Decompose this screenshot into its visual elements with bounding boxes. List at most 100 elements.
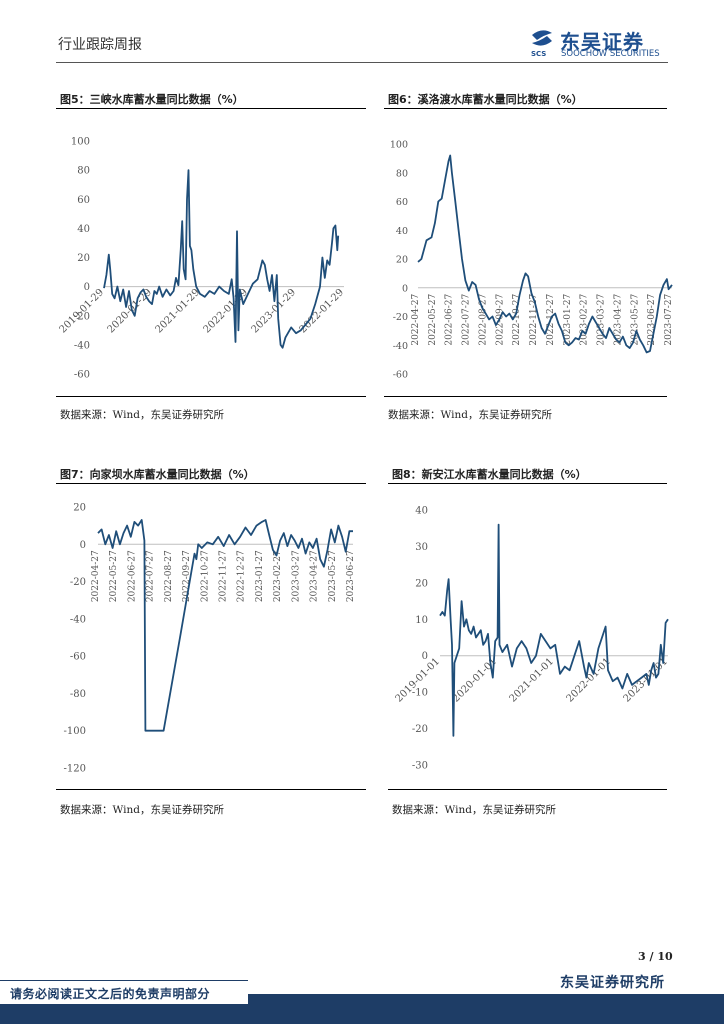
y-tick-label: 20 xyxy=(77,253,90,264)
y-tick-label: 40 xyxy=(396,226,408,237)
x-tick-label: 2022-07-27 xyxy=(146,550,156,602)
y-tick-label: 20 xyxy=(415,578,428,589)
y-tick-label: 0 xyxy=(80,540,86,551)
figure-source: 数据来源：Wind，东吴证券研究所 xyxy=(388,409,552,421)
y-tick-label: 60 xyxy=(396,197,408,208)
figure-title: 图7：向家坝水库蓄水量同比数据（%） xyxy=(60,468,255,481)
y-tick-label: -60 xyxy=(74,370,90,381)
header-divider xyxy=(56,62,668,63)
y-tick-label: -20 xyxy=(393,312,408,323)
y-tick-label: 0 xyxy=(422,651,428,662)
y-tick-label: 80 xyxy=(77,166,90,177)
y-tick-label: -20 xyxy=(74,311,90,322)
y-tick-label: 60 xyxy=(77,195,90,206)
x-tick-label: 2022-10-27 xyxy=(512,293,522,345)
logo-chinese-name: 东吴证券 xyxy=(560,30,644,54)
x-tick-label: 2022-05-27 xyxy=(109,550,119,602)
x-tick-label: 2023-05-27 xyxy=(630,293,640,345)
x-tick-label: 2023-06-27 xyxy=(647,293,657,345)
x-tick-label: 2022-11-27 xyxy=(529,293,539,345)
y-tick-label: -40 xyxy=(74,340,90,351)
x-tick-label: 2023-05-27 xyxy=(328,550,338,602)
x-tick-label: 2022-10-27 xyxy=(200,550,210,602)
y-tick-label: 0 xyxy=(402,283,408,294)
x-tick-label: 2022-08-27 xyxy=(164,550,174,602)
y-tick-label: -40 xyxy=(393,341,408,352)
x-tick-label: 2022-09-27 xyxy=(182,550,192,602)
figure-title-bar: 图6：溪洛渡水库蓄水量同比数据（%） xyxy=(384,89,667,109)
y-tick-label: 10 xyxy=(415,615,428,626)
series-line xyxy=(103,169,340,349)
x-tick-label: 2023-04-27 xyxy=(613,293,623,345)
x-tick-label: 2023-04-27 xyxy=(310,550,320,602)
y-tick-label: 100 xyxy=(390,140,408,151)
x-tick-label: 2023-06-27 xyxy=(346,550,356,602)
x-tick-label: 2019-01-29 xyxy=(58,287,107,336)
y-tick-label: 20 xyxy=(396,255,408,266)
y-tick-label: 80 xyxy=(396,168,408,179)
figure-source: 数据来源：Wind，东吴证券研究所 xyxy=(60,804,224,816)
x-tick-label: 2022-01-29 xyxy=(298,287,347,336)
x-tick-label: 2023-01-27 xyxy=(255,550,265,602)
x-tick-label: 2023-03-27 xyxy=(291,550,301,602)
figure-title: 图6：溪洛渡水库蓄水量同比数据（%） xyxy=(388,93,583,106)
series-line xyxy=(97,519,353,732)
figure-source: 数据来源：Wind，东吴证券研究所 xyxy=(392,804,556,816)
brand-logo: SCS 东吴证券 SOOCHOW SECURITIES xyxy=(528,26,673,60)
y-tick-label: -10 xyxy=(412,688,428,699)
y-tick-label: 40 xyxy=(77,224,90,235)
y-tick-label: -30 xyxy=(412,761,428,772)
y-tick-label: 0 xyxy=(84,282,90,293)
figure-title-bar: 图5：三峡水库蓄水量同比数据（%） xyxy=(56,89,366,109)
x-tick-label: 2022-04-27 xyxy=(411,293,421,345)
x-tick-label: 2023-02-27 xyxy=(273,550,283,602)
x-tick-label: 2023-07-27 xyxy=(664,293,674,345)
y-tick-label: -60 xyxy=(393,370,408,381)
x-tick-label: 2023-03-27 xyxy=(597,293,607,345)
figure-title: 图8：新安江水库蓄水量同比数据（%） xyxy=(392,468,587,481)
x-tick-label: 2022-05-27 xyxy=(428,293,438,345)
x-tick-label: 2022-04-27 xyxy=(91,550,101,602)
x-tick-label: 2022-01-29 xyxy=(202,287,251,336)
x-tick-label: 2023-02-27 xyxy=(580,293,590,345)
y-tick-label: 30 xyxy=(415,542,428,553)
y-tick-label: -20 xyxy=(412,724,428,735)
x-tick-label: 2022-06-27 xyxy=(445,293,455,345)
figure-source: 数据来源：Wind，东吴证券研究所 xyxy=(60,409,224,421)
footer-notice-box xyxy=(0,980,248,1004)
figure-bottom-rule xyxy=(56,396,366,397)
figure-panel-7: 图7：向家坝水库蓄水量同比数据（%） 20 0 -20 -40 -60 -80 -100 -1… xyxy=(56,464,366,824)
y-tick-label: -100 xyxy=(64,726,86,737)
figure-bottom-rule xyxy=(384,396,667,397)
figure-panel-8: 图8：新安江水库蓄水量同比数据（%） 40 30 20 10 0 -10 -20 -30 201… xyxy=(388,464,670,824)
x-tick-label: 2022-09-27 xyxy=(495,293,505,345)
y-tick-label: 100 xyxy=(71,137,90,148)
figure-bottom-rule xyxy=(56,789,366,790)
x-tick-label: 2022-07-27 xyxy=(462,293,472,345)
x-tick-label: 2022-12-27 xyxy=(237,550,247,602)
y-tick-label: -120 xyxy=(64,764,86,775)
figure-bottom-rule xyxy=(388,789,667,790)
y-tick-label: -60 xyxy=(70,652,86,663)
y-tick-label: -40 xyxy=(70,614,86,625)
figure-panel-5: 图5：三峡水库蓄水量同比数据（%） 100 80 60 40 20 0 -20 -40 -60 2… xyxy=(56,89,366,431)
x-tick-label: 2023-01-27 xyxy=(563,293,573,345)
page-number: 3 / 10 xyxy=(638,950,673,963)
figure-title: 图5：三峡水库蓄水量同比数据（%） xyxy=(60,93,244,106)
chart-xiluodu: 100 80 60 40 20 0 -20 -40 -60 2022-04-27 2022-05-2… xyxy=(390,140,674,381)
figure-panel-6: 图6：溪洛渡水库蓄水量同比数据（%） 100 80 60 40 20 0 -20 -40 -60… xyxy=(384,89,674,431)
logo-english-name: SOOCHOW SECURITIES xyxy=(561,49,660,59)
footer-firm-name: 东吴证券研究所 xyxy=(560,975,665,991)
x-tick-label: 2022-11-27 xyxy=(219,550,229,602)
figure-title-bar: 图8：新安江水库蓄水量同比数据（%） xyxy=(388,464,667,484)
figure-title-bar: 图7：向家坝水库蓄水量同比数据（%） xyxy=(56,464,366,484)
series-line xyxy=(439,523,669,737)
disclaimer-notice: 请务必阅读正文之后的免责声明部分 xyxy=(10,987,211,1001)
chart-xiangjiaba: 20 0 -20 -40 -60 -80 -100 -120 2022-04-27 2022-05… xyxy=(64,503,356,775)
y-tick-label: 20 xyxy=(73,503,86,514)
x-tick-label: 2022-08-27 xyxy=(478,293,488,345)
soochow-logo-icon: SCS xyxy=(531,30,552,58)
x-tick-label: 2020-01-01 xyxy=(451,656,500,705)
x-tick-label: 2022-06-27 xyxy=(127,550,137,602)
